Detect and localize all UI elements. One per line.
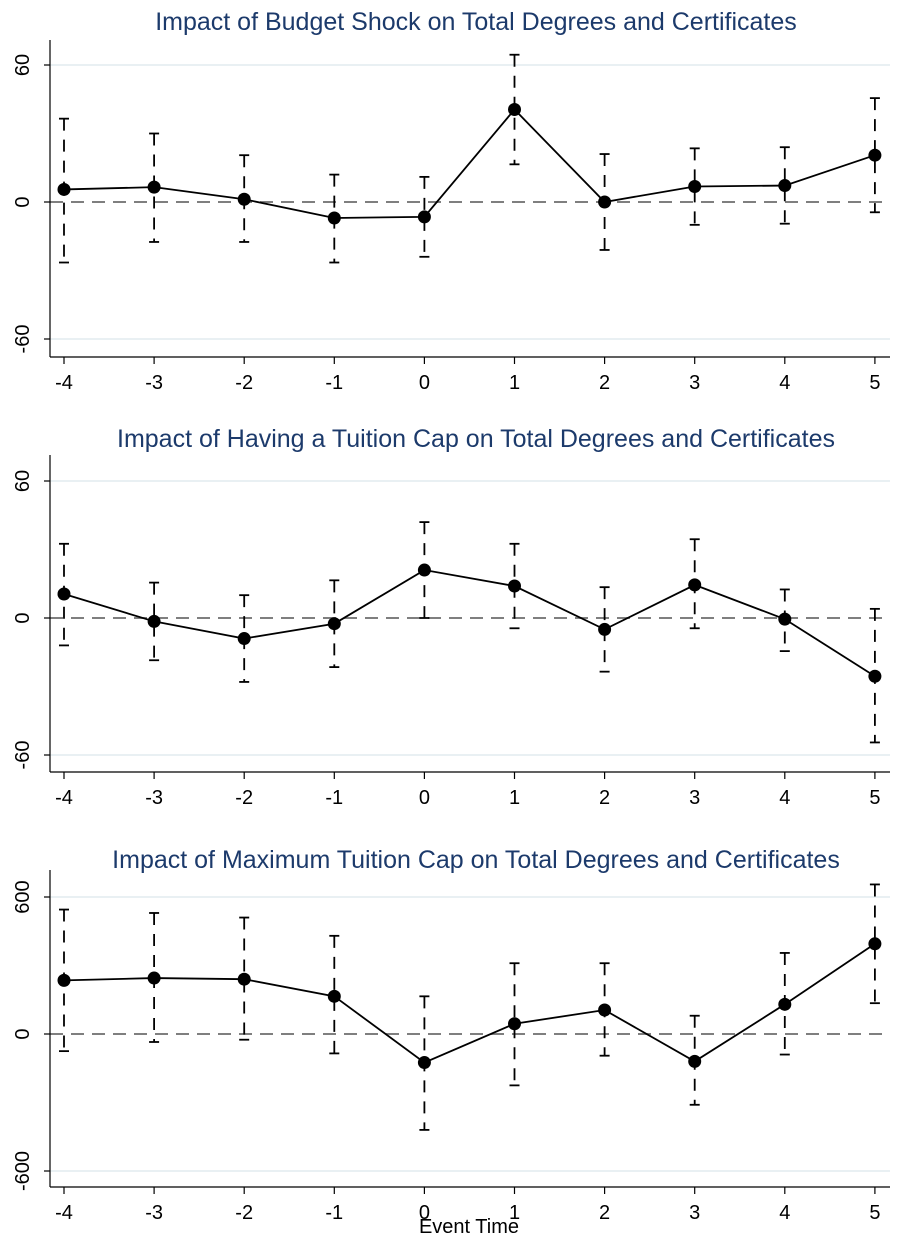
estimate-point	[778, 997, 792, 1011]
estimate-line	[63, 108, 876, 219]
estimate-point	[327, 617, 341, 631]
x-tick-label: 0	[419, 372, 430, 394]
y-tick-label: 60	[12, 54, 34, 76]
estimate-point	[417, 1056, 431, 1070]
estimate-point	[598, 622, 612, 636]
chart-title: Impact of Maximum Tuition Cap on Total D…	[112, 846, 840, 874]
y-tick-label: 600	[12, 880, 34, 913]
ci-bar	[509, 962, 520, 1087]
x-tick-label: 2	[599, 372, 610, 394]
x-tick-label: -1	[325, 1202, 343, 1224]
y-tick-label: 0	[12, 1028, 34, 1039]
ci-bar	[869, 883, 880, 1005]
estimate-point	[508, 103, 521, 117]
x-tick-label: -1	[325, 787, 343, 809]
x-tick-label: -2	[235, 1202, 253, 1224]
estimate-point	[598, 195, 612, 209]
x-tick-label: -2	[235, 372, 253, 394]
estimate-line	[63, 569, 876, 677]
estimate-point	[868, 937, 882, 951]
x-tick-label: -1	[325, 372, 343, 394]
x-tick-label: 3	[689, 372, 700, 394]
x-tick-label: 4	[779, 787, 790, 809]
estimate-point	[57, 973, 71, 987]
estimate-point	[57, 587, 71, 601]
ci-bar	[419, 175, 430, 258]
chart-title: Impact of Budget Shock on Total Degrees …	[155, 8, 797, 36]
x-tick-label: -4	[55, 372, 73, 394]
estimate-point	[508, 1017, 521, 1031]
estimate-point	[508, 579, 521, 593]
x-tick-label: 2	[599, 1202, 610, 1224]
estimate-point	[237, 972, 251, 986]
ci-bar	[689, 147, 700, 226]
x-axis-title: Event Time	[419, 1216, 519, 1236]
estimate-point	[147, 614, 161, 628]
estimate-point	[688, 578, 702, 592]
estimate-point	[327, 989, 341, 1003]
estimate-point	[327, 211, 341, 225]
estimate-point	[417, 210, 431, 224]
estimate-point	[868, 148, 882, 162]
y-tick-label: -60	[12, 325, 34, 354]
y-tick-label: 60	[12, 470, 34, 492]
x-tick-label: -3	[145, 1202, 163, 1224]
x-tick-label: 3	[689, 1202, 700, 1224]
estimate-line	[63, 943, 876, 1064]
ci-bar	[509, 53, 520, 166]
x-tick-label: 1	[509, 1202, 520, 1224]
x-tick-label: 2	[599, 787, 610, 809]
x-tick-label: 4	[779, 372, 790, 394]
ci-bar	[149, 581, 160, 662]
x-tick-label: 4	[779, 1202, 790, 1224]
ci-bar	[869, 97, 880, 214]
estimate-point	[237, 632, 251, 646]
estimate-point	[57, 182, 71, 196]
ci-bar	[239, 916, 250, 1041]
ci-bar	[329, 934, 340, 1055]
chart-panel-3: Impact of Maximum Tuition Cap on Total D…	[12, 846, 890, 1236]
x-tick-label: 5	[869, 372, 880, 394]
x-tick-label: -3	[145, 372, 163, 394]
estimate-point	[598, 1003, 612, 1017]
chart-panel-1: Impact of Budget Shock on Total Degrees …	[12, 8, 890, 394]
x-tick-label: 5	[869, 787, 880, 809]
ci-bar	[779, 146, 790, 225]
x-tick-label: 0	[419, 1202, 430, 1224]
x-tick-label: 1	[509, 372, 520, 394]
x-tick-label: 0	[419, 787, 430, 809]
estimate-point	[237, 192, 251, 206]
x-tick-label: 3	[689, 787, 700, 809]
estimate-point	[147, 971, 161, 985]
chart-panel-2: Impact of Having a Tuition Cap on Total …	[12, 425, 890, 809]
estimate-point	[868, 669, 882, 683]
y-tick-label: 0	[12, 196, 34, 207]
estimate-point	[688, 179, 702, 193]
y-tick-label: 0	[12, 612, 34, 623]
x-tick-label: -2	[235, 787, 253, 809]
y-tick-label: -600	[12, 1151, 34, 1191]
estimate-point	[147, 180, 161, 194]
estimate-point	[778, 179, 792, 193]
y-tick-label: -60	[12, 741, 34, 770]
x-tick-label: 5	[869, 1202, 880, 1224]
ci-bar	[149, 132, 160, 243]
chart-title: Impact of Having a Tuition Cap on Total …	[117, 425, 835, 453]
estimate-point	[778, 612, 792, 626]
x-tick-label: -4	[55, 1202, 73, 1224]
estimate-point	[688, 1054, 702, 1068]
x-tick-label: 1	[509, 787, 520, 809]
x-tick-label: -4	[55, 787, 73, 809]
x-tick-label: -3	[145, 787, 163, 809]
estimate-point	[417, 563, 431, 577]
